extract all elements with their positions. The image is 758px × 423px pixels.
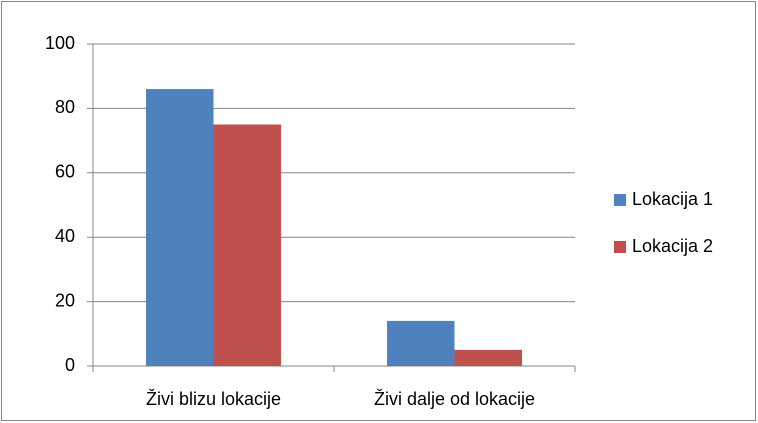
bar [213, 124, 281, 366]
legend-swatch [614, 194, 626, 206]
x-tick-label: Živi blizu lokacije [146, 389, 281, 409]
y-tick-label: 80 [55, 97, 75, 117]
legend-label: Lokacija 1 [632, 189, 713, 209]
y-tick-label: 100 [45, 33, 75, 53]
bar [387, 320, 455, 366]
y-tick-label: 20 [55, 290, 75, 310]
legend-label: Lokacija 2 [632, 236, 713, 256]
y-tick-label: 0 [65, 355, 75, 375]
y-tick-label: 40 [55, 226, 75, 246]
y-tick-label: 60 [55, 162, 75, 182]
bar [146, 89, 214, 366]
bar [454, 349, 522, 366]
x-tick-label: Živi dalje od lokacije [374, 389, 535, 409]
legend-swatch [614, 241, 626, 253]
